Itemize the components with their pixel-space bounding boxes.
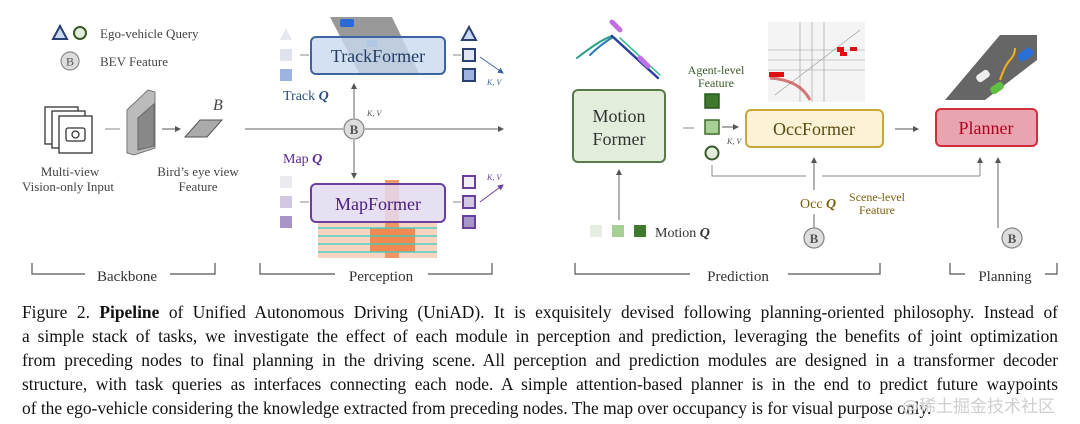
track-output — [462, 68, 476, 82]
map-query — [280, 176, 292, 188]
bev-b-icon — [343, 118, 365, 140]
bev-b-letter: B — [350, 122, 359, 137]
bev-b-icon — [60, 51, 80, 71]
bev-b-icon — [1001, 227, 1023, 249]
occformer-box — [745, 109, 884, 148]
map-query — [280, 196, 292, 208]
agent-feature-label-1: Agent-level — [688, 63, 745, 77]
map-query — [280, 216, 292, 228]
prediction: Motion Former Motion Q Agent-level Featu… — [572, 19, 983, 249]
planning-scene-image — [945, 35, 1037, 100]
bev-plate-icon — [183, 119, 224, 138]
stage-perception: Perception — [349, 269, 414, 285]
watermark: @稀土掘金技术社区 — [902, 397, 1055, 417]
pipeline-diagram: Ego-vehicle Query B BEV Feature B Multi-… — [22, 17, 1058, 285]
track-query-triangle — [280, 28, 292, 40]
stage-backbone: Backbone — [97, 269, 157, 285]
bev-b-letter: B — [1008, 231, 1017, 246]
track-query — [280, 49, 292, 61]
caption-line: a simple stack of tasks, we investigate … — [22, 326, 1058, 346]
agent-feature — [704, 93, 720, 109]
trackformer-box — [310, 36, 446, 75]
caption-line: structure, with task queries as interfac… — [22, 374, 1058, 394]
occupancy-image — [768, 22, 865, 102]
scene-feature-label-1: Scene-level — [849, 190, 906, 204]
motion-trajectory-image — [576, 19, 661, 80]
stage-planning: Planning — [978, 269, 1032, 285]
kv-label: K, V — [366, 109, 382, 118]
mapformer-box — [310, 183, 446, 223]
caption-line: from preceding nodes to final planning i… — [22, 350, 1058, 370]
map-q-label: Map Q — [283, 152, 322, 167]
trackformer-label: TrackFormer — [331, 46, 425, 66]
motion-q-label: Motion Q — [655, 226, 710, 241]
agent-feature — [704, 119, 720, 135]
backbone: B Multi-view Vision-only Input Bird’s ey… — [22, 89, 239, 194]
bev-b-letter: B — [66, 55, 74, 69]
ego-triangle-icon — [51, 23, 69, 40]
caption-text: of Unified Autonomous Driving (UniAD). I… — [168, 302, 1058, 322]
caption-label: Figure 2. — [22, 302, 90, 322]
occ-q-label: Occ Q — [800, 197, 836, 212]
caption-line: of the ego-vehicle considering the knowl… — [22, 398, 932, 418]
motion-query — [612, 225, 624, 237]
planner-box — [935, 108, 1038, 147]
input-label-2: Vision-only Input — [22, 179, 114, 194]
ego-query-circle — [704, 145, 720, 161]
agent-feature-label-2: Feature — [698, 76, 734, 90]
legend-bev-feature: BEV Feature — [100, 54, 168, 69]
stage-prediction: Prediction — [707, 269, 769, 285]
legend-ego-query: Ego-vehicle Query — [100, 26, 199, 41]
kv-map-label: K, V — [486, 173, 502, 182]
scene-feature-label-2: Feature — [859, 203, 895, 217]
map-output — [462, 215, 476, 229]
kv-track-label: K, V — [486, 78, 502, 87]
motion-query — [634, 225, 646, 237]
track-output-triangle — [460, 24, 478, 41]
bev-b-icon — [803, 227, 825, 249]
motionformer-box — [572, 89, 666, 163]
input-label-1: Multi-view — [41, 164, 100, 179]
ego-circle-icon — [73, 26, 87, 40]
map-output — [462, 175, 476, 189]
kv-occ-label: K, V — [726, 137, 742, 146]
perception: B K, V TrackFormer Track Q K, V Map Q Ma… — [245, 17, 504, 258]
caption-bold: Pipeline — [99, 302, 160, 322]
track-output — [462, 48, 476, 62]
track-query — [280, 69, 292, 81]
motion-query — [590, 225, 602, 237]
map-output — [462, 195, 476, 209]
bev-label-2: Feature — [179, 179, 218, 194]
bev-b-letter: B — [810, 231, 819, 246]
camera-stack-icon — [44, 106, 93, 154]
occformer-label: OccFormer — [773, 119, 855, 139]
planning: Planner B — [895, 35, 1038, 249]
motionformer-label-1: Motion — [592, 106, 645, 126]
stage-brackets — [31, 263, 1058, 275]
mapformer-label: MapFormer — [335, 194, 421, 214]
bev-symbol: B — [213, 97, 223, 114]
backbone-network-icon — [126, 89, 156, 156]
bev-label-1: Bird’s eye view — [157, 164, 239, 179]
legend: Ego-vehicle Query B BEV Feature — [51, 23, 199, 71]
motionformer-label-2: Former — [593, 129, 646, 149]
planner-label: Planner — [959, 118, 1014, 138]
track-q-label: Track Q — [283, 89, 329, 104]
caption-line: Figure 2. Pipeline of Unified Autonomous… — [22, 302, 1058, 323]
